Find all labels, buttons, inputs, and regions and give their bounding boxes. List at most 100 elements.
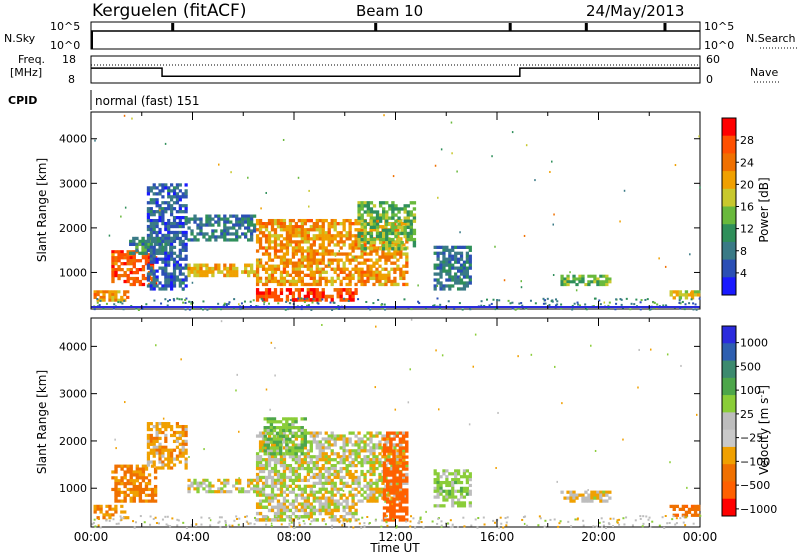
cell xyxy=(258,431,263,435)
cell xyxy=(306,249,310,253)
cell xyxy=(360,234,364,238)
cell xyxy=(120,273,124,278)
near-range-point xyxy=(534,302,537,305)
cell xyxy=(372,261,376,265)
cell xyxy=(270,225,275,229)
cell xyxy=(170,287,174,291)
cell xyxy=(117,487,121,492)
noise-point xyxy=(94,139,96,142)
cell xyxy=(336,276,340,281)
cell xyxy=(448,266,452,270)
cell xyxy=(155,230,159,235)
cell xyxy=(258,261,263,265)
cell xyxy=(155,466,159,470)
cell xyxy=(405,476,409,480)
near-range-point xyxy=(102,307,105,310)
cell xyxy=(327,475,331,480)
cell xyxy=(690,513,695,517)
near-range-point xyxy=(544,519,547,522)
cell xyxy=(138,476,143,480)
cell xyxy=(161,272,165,276)
cell xyxy=(354,458,358,462)
cell xyxy=(144,276,149,281)
cell xyxy=(354,234,358,238)
cell xyxy=(342,493,346,497)
cell xyxy=(300,437,305,441)
near-range-point xyxy=(94,525,97,528)
cell xyxy=(366,481,370,485)
cell xyxy=(141,473,146,477)
noise-point xyxy=(392,518,394,521)
cell xyxy=(366,207,371,211)
cell xyxy=(385,216,389,220)
noise-point xyxy=(374,386,377,389)
near-range-point xyxy=(297,297,300,300)
cell xyxy=(141,464,146,468)
near-range-point xyxy=(543,525,546,528)
cell xyxy=(199,266,203,271)
cell xyxy=(144,245,148,249)
cell xyxy=(276,243,281,247)
cell xyxy=(161,260,165,264)
cell xyxy=(229,232,233,236)
cell xyxy=(378,258,382,262)
near-range-point xyxy=(672,515,675,518)
cell xyxy=(263,449,267,453)
cell xyxy=(324,279,328,284)
noise-point xyxy=(342,489,345,492)
cell xyxy=(264,294,269,299)
cell xyxy=(454,472,458,476)
cell xyxy=(572,280,576,284)
near-range-point xyxy=(265,523,268,526)
cell xyxy=(327,222,331,226)
near-range-point xyxy=(577,303,580,306)
cell xyxy=(178,207,182,211)
cell xyxy=(247,220,251,224)
near-range-point xyxy=(618,523,621,526)
cell xyxy=(382,479,387,483)
cell xyxy=(129,262,133,266)
cell xyxy=(342,481,346,485)
cell xyxy=(291,267,296,271)
cell xyxy=(342,276,346,281)
cell xyxy=(465,269,469,273)
cell xyxy=(175,430,180,435)
cell xyxy=(291,423,295,427)
near-range-point xyxy=(634,519,637,522)
cell xyxy=(309,243,313,247)
near-range-point xyxy=(602,524,605,527)
cell xyxy=(312,249,316,253)
cell xyxy=(401,473,406,477)
cell xyxy=(184,183,188,187)
cell xyxy=(238,490,242,494)
cell xyxy=(178,215,182,220)
noise-point xyxy=(689,253,691,256)
cell xyxy=(153,487,158,492)
cell xyxy=(330,279,334,284)
cell xyxy=(261,294,266,299)
cell xyxy=(267,469,272,474)
near-range-point xyxy=(244,515,247,518)
cell xyxy=(384,279,388,284)
noise-point xyxy=(269,408,271,411)
cell xyxy=(351,258,355,262)
cell xyxy=(369,222,374,226)
cell xyxy=(152,278,156,282)
cell xyxy=(164,445,168,449)
cell xyxy=(108,293,112,297)
cell xyxy=(363,231,367,236)
cell xyxy=(152,251,156,255)
cell xyxy=(111,256,115,260)
cell xyxy=(690,293,695,297)
cell xyxy=(321,458,325,462)
cell xyxy=(412,228,417,233)
near-range-point xyxy=(631,524,634,527)
cell xyxy=(275,443,280,447)
cell xyxy=(123,470,127,474)
cell xyxy=(354,218,358,223)
cell xyxy=(273,246,278,250)
near-range-point xyxy=(117,301,120,304)
cell xyxy=(333,258,337,262)
cell xyxy=(202,481,206,485)
cell xyxy=(135,490,140,494)
